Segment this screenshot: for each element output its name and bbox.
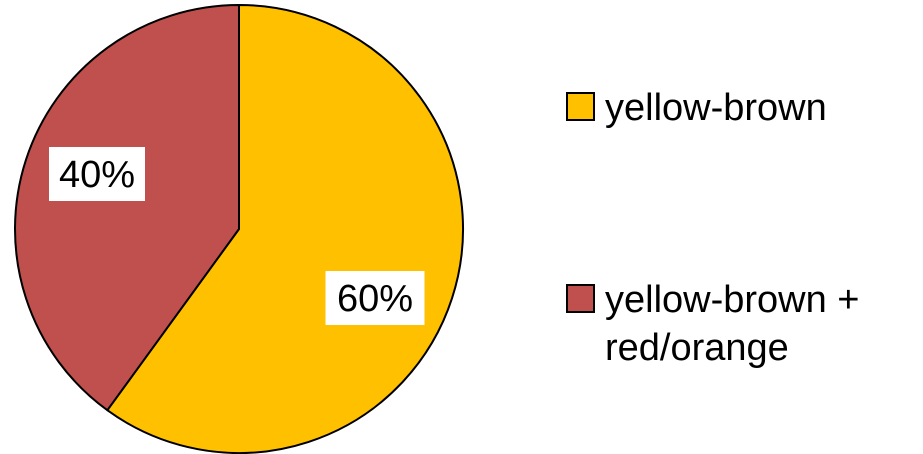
legend-label: red/orange <box>605 327 789 369</box>
data-label-box <box>325 271 425 325</box>
legend: yellow-brown yellow-brown + red/orange <box>566 87 860 369</box>
legend-label: yellow-brown <box>605 87 827 129</box>
data-label-1: 60% <box>325 271 425 325</box>
data-label-text: 40% <box>59 154 135 196</box>
pie-slices <box>14 4 464 454</box>
legend-entry-1: yellow-brown <box>566 87 827 129</box>
legend-swatch <box>566 284 595 313</box>
pie-slice-1 <box>106 4 464 454</box>
data-label-text: 60% <box>337 278 413 320</box>
pie-data-labels: 60% 40% <box>49 147 425 325</box>
data-label-2: 40% <box>49 147 145 201</box>
pie-slice-2 <box>14 4 240 412</box>
legend-label: yellow-brown + <box>605 279 860 321</box>
legend-entry-2: yellow-brown + red/orange <box>566 279 860 369</box>
data-label-box <box>49 147 145 201</box>
legend-swatch <box>566 92 595 121</box>
